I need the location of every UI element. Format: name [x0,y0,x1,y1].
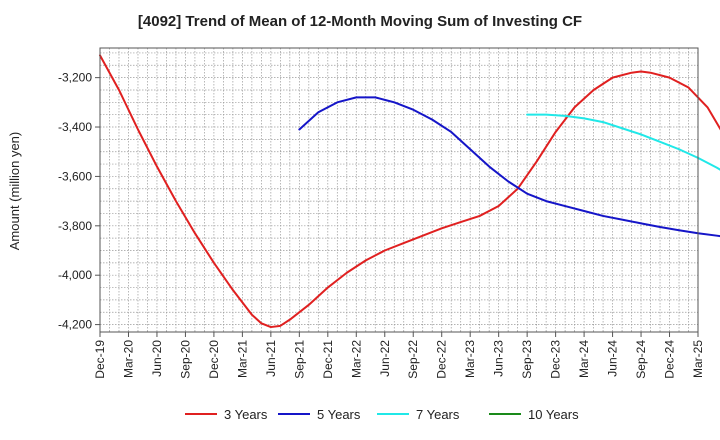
x-tick-label: Sep-20 [178,340,192,379]
x-tick-label: Jun-20 [150,340,164,377]
x-tick-label: Dec-19 [93,340,107,379]
y-tick-label: -4,200 [58,318,92,332]
x-tick-label: Dec-24 [663,340,677,379]
x-tick-label: Jun-24 [606,340,620,377]
series-lines [99,54,720,329]
x-tick-label: Mar-23 [463,340,477,378]
y-tick-label: -3,800 [58,219,92,233]
x-tick-label: Jun-23 [492,340,506,377]
legend-label-5-years: 5 Years [317,407,361,422]
grid [99,48,699,332]
legend-label-10-years: 10 Years [528,407,579,422]
series-line-5-years [298,96,720,238]
x-tick-label: Jun-21 [264,340,278,377]
series-line-7-years [526,113,720,171]
x-tick-label: Dec-23 [549,340,563,379]
x-tick-label: Sep-21 [292,340,306,379]
y-tick-label: -3,200 [58,71,92,85]
x-tick-label: Jun-22 [378,340,392,377]
x-tick-label: Dec-21 [321,340,335,379]
legend-label-7-years: 7 Years [416,407,460,422]
x-tick-label: Mar-21 [235,340,249,378]
y-tick-label: -4,000 [58,268,92,282]
y-tick-label: -3,600 [58,169,92,183]
x-tick-label: Dec-20 [207,340,221,379]
x-tick-label: Dec-22 [435,340,449,379]
series-line-3-years [99,54,720,329]
plot-frame [99,47,699,333]
y-axis-label: Amount (million yen) [7,132,22,251]
axes [95,47,699,337]
x-tick-label: Mar-20 [121,340,135,378]
x-tick-label: Mar-22 [349,340,363,378]
tick-labels: -4,200 -4,000 -3,800 -3,600 -3,400 -3,200 Dec-… [58,71,705,379]
x-tick-label: Sep-23 [520,340,534,379]
x-tick-label: Mar-25 [691,340,705,378]
legend-label-3-years: 3 Years [224,407,268,422]
legend: 3 Years 5 Years 7 Years 10 Years [185,407,579,422]
x-tick-label: Mar-24 [577,340,591,378]
chart-title: [4092] Trend of Mean of 12-Month Moving … [138,13,582,30]
y-tick-label: -3,400 [58,120,92,134]
x-tick-label: Sep-22 [406,340,420,379]
x-tick-label: Sep-24 [634,340,648,379]
